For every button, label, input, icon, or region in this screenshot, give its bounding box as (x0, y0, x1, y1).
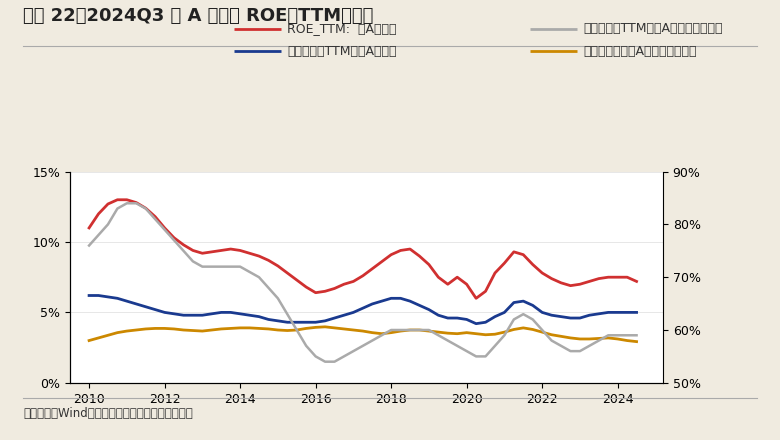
Text: 销售净利率TTM：全A非金融: 销售净利率TTM：全A非金融 (287, 45, 396, 58)
Text: 资产负债率：全A非金融（右轴）: 资产负债率：全A非金融（右轴） (583, 45, 697, 58)
Text: 资产周转率TTM：全A非金融（右轴）: 资产周转率TTM：全A非金融（右轴） (583, 22, 723, 35)
Text: ROE_TTM:  全A非金融: ROE_TTM: 全A非金融 (287, 22, 396, 35)
Text: 图表 22、2024Q3 全 A 非金融 ROE（TTM）回落: 图表 22、2024Q3 全 A 非金融 ROE（TTM）回落 (23, 7, 374, 25)
Text: 资料来源：Wind，兴业证券经济与金融研究院整理: 资料来源：Wind，兴业证券经济与金融研究院整理 (23, 407, 193, 420)
